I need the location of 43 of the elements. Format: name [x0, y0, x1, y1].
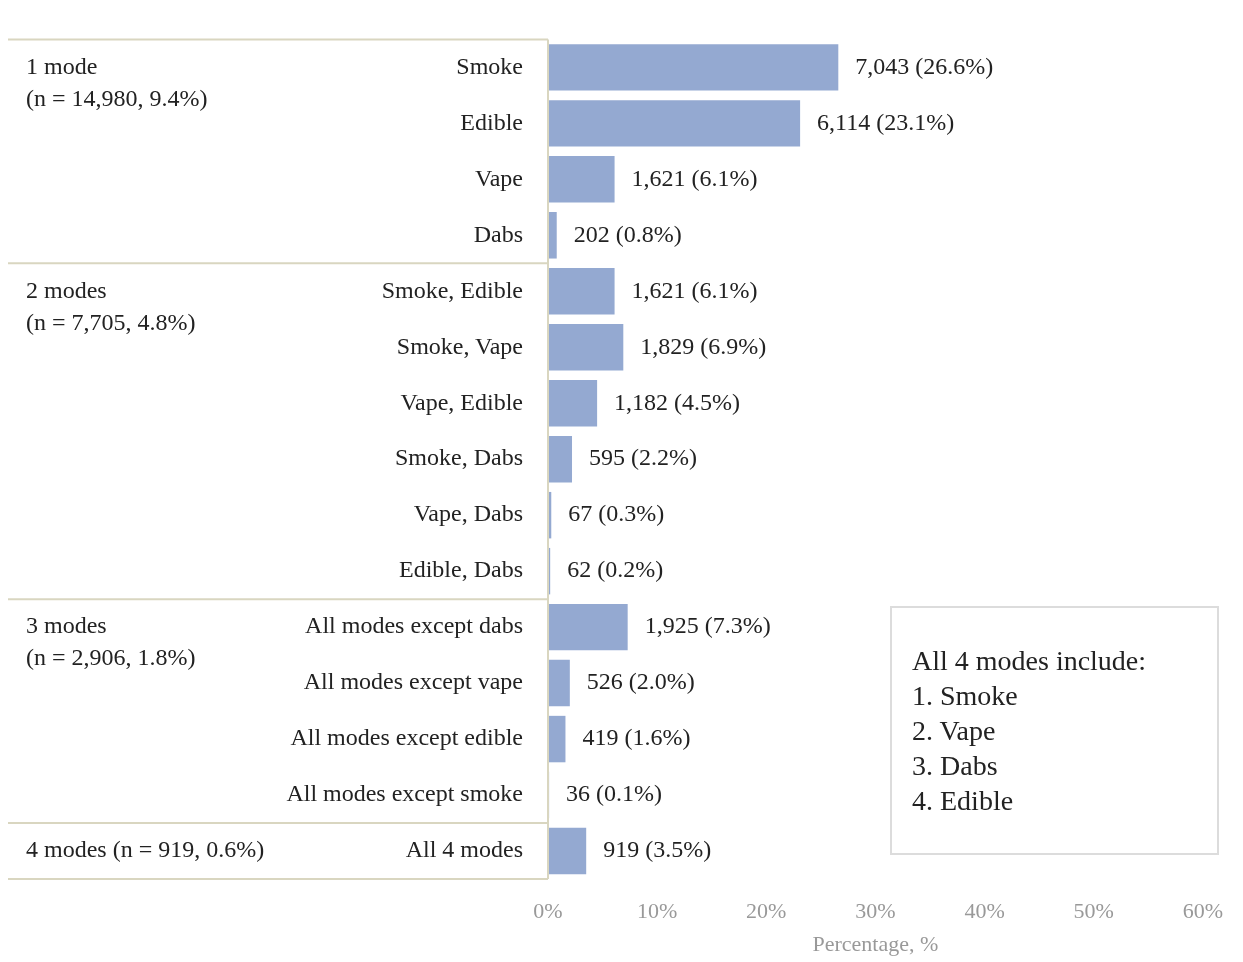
x-axis-title: Percentage, % — [812, 930, 939, 956]
y-tick-label: Smoke, Dabs — [395, 444, 523, 471]
data-label: 62 (0.2%) — [567, 556, 664, 583]
data-label: 7,043 (26.6%) — [855, 52, 994, 79]
data-label: 36 (0.1%) — [566, 780, 663, 807]
y-tick-label: All modes except vape — [303, 668, 523, 695]
data-label: 202 (0.8%) — [573, 220, 682, 247]
y-tick-label: All modes except smoke — [286, 780, 523, 807]
data-label: 1,621 (6.1%) — [631, 164, 758, 191]
y-tick-label: Vape, Edible — [400, 388, 523, 415]
x-tick-label: 10% — [636, 897, 678, 923]
text: 3 modes (n = 2,906, 1.8%) — [26, 612, 196, 671]
data-label: 1,182 (4.5%) — [614, 388, 741, 415]
y-tick-label: Vape, Dabs — [413, 500, 523, 527]
data-label: 1,621 (6.1%) — [631, 276, 758, 303]
y-tick-label: Edible, Dabs — [399, 556, 523, 583]
y-tick-label: All modes except edible — [290, 724, 523, 751]
text: 2 modes (n = 7,705, 4.8%) — [26, 276, 196, 335]
y-tick-label: Dabs — [473, 220, 523, 247]
text: 4 modes (n = 919, 0.6%) — [26, 836, 265, 863]
y-tick-label: Edible — [460, 108, 523, 135]
data-label: 419 (1.6%) — [582, 724, 691, 751]
y-tick-label: All modes except dabs — [305, 612, 523, 639]
y-tick-label: Smoke — [456, 52, 523, 79]
x-tick-label: 40% — [964, 897, 1005, 923]
x-tick-label: 20% — [746, 897, 787, 923]
x-tick-label: 0% — [533, 897, 563, 923]
data-label: 1,829 (6.9%) — [640, 332, 767, 359]
x-tick-label: 30% — [855, 897, 896, 923]
annotation: All 4 modes include: 1. Smoke 2. Vape 3. Dabs 4. Edible — [890, 606, 1219, 855]
x-tick-label: 50% — [1073, 897, 1114, 923]
text: 1 mode (n = 14,980, 9.4%) — [26, 52, 208, 111]
data-label: 6,114 (23.1%) — [817, 108, 955, 135]
x-tick-label: 60% — [1182, 897, 1223, 923]
data-label: 67 (0.3%) — [568, 500, 665, 527]
y-tick-label: All 4 modes — [405, 836, 523, 863]
data-label: 919 (3.5%) — [603, 836, 712, 863]
data-label: 595 (2.2%) — [589, 444, 697, 471]
data-label: 1,925 (7.3%) — [644, 612, 771, 639]
data-label: 526 (2.0%) — [586, 668, 695, 695]
y-tick-label: Smoke, Vape — [396, 332, 523, 359]
y-tick-label: Vape — [475, 164, 523, 191]
y-tick-label: Smoke, Edible — [381, 276, 523, 303]
